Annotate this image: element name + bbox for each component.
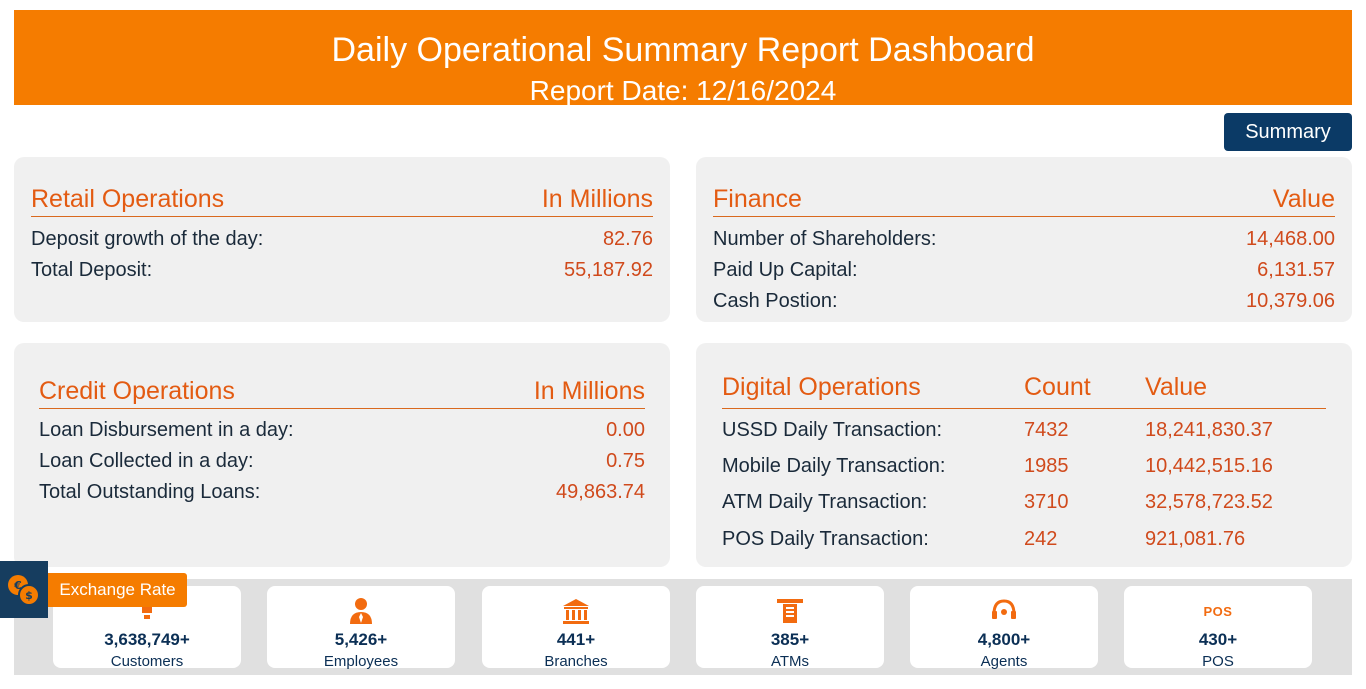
row-label: Paid Up Capital: [713, 259, 858, 281]
stat-number: 385+ [770, 630, 810, 649]
digital-row: Mobile Daily Transaction: 1985 10,442,51… [722, 453, 1326, 479]
finance-row: Paid Up Capital: 6,131.57 [713, 257, 1335, 283]
credit-row: Loan Disbursement in a day: 0.00 [39, 417, 645, 443]
credit-operations-card: Credit Operations In Millions Loan Disbu… [14, 343, 670, 567]
svg-text:$: $ [25, 589, 33, 602]
digital-row: POS Daily Transaction: 242 921,081.76 [722, 526, 1326, 552]
stat-employees: 5,426+ Employees [267, 586, 455, 670]
currency-exchange-icon: € $ [8, 575, 40, 606]
exchange-rate-toggle[interactable]: € $ [0, 561, 48, 618]
bank-building-icon [482, 597, 670, 625]
atm-icon [696, 597, 884, 625]
row-label: POS Daily Transaction: [722, 528, 929, 550]
row-label: Total Deposit: [31, 259, 153, 281]
stat-agents: 4,800+ Agents [910, 586, 1098, 670]
digital-operations-card: Digital Operations Count Value USSD Dail… [696, 343, 1352, 567]
row-value: 55,187.92 [564, 259, 653, 281]
finance-row: Number of Shareholders: 14,468.00 [713, 226, 1335, 252]
row-value: 18,241,830.37 [1145, 419, 1273, 441]
credit-row: Loan Collected in a day: 0.75 [39, 448, 645, 474]
row-label: Total Outstanding Loans: [39, 481, 261, 503]
svg-text:€: € [13, 579, 22, 592]
row-value: 0.75 [606, 450, 645, 472]
row-value: 10,379.06 [1246, 290, 1335, 312]
exchange-rate-button[interactable]: Exchange Rate [48, 573, 187, 607]
finance-title: Finance [713, 185, 802, 213]
retail-card-header: Retail Operations In Millions [31, 183, 653, 217]
digital-title: Digital Operations [722, 373, 921, 401]
credit-row: Total Outstanding Loans: 49,863.74 [39, 479, 645, 505]
retail-row: Deposit growth of the day: 82.76 [31, 226, 653, 252]
retail-row: Total Deposit: 55,187.92 [31, 257, 653, 283]
count-header: Count [1024, 373, 1091, 401]
row-label: Loan Disbursement in a day: [39, 419, 294, 441]
row-label: Cash Postion: [713, 290, 838, 312]
summary-button[interactable]: Summary [1224, 113, 1352, 151]
page-title: Daily Operational Summary Report Dashboa… [331, 31, 1035, 69]
row-value: 32,578,723.52 [1145, 491, 1273, 513]
row-label: Loan Collected in a day: [39, 450, 254, 472]
retail-title: Retail Operations [31, 185, 225, 213]
finance-card: Finance Value Number of Shareholders: 14… [696, 157, 1352, 322]
row-label: Mobile Daily Transaction: [722, 455, 946, 477]
retail-operations-card: Retail Operations In Millions Deposit gr… [14, 157, 670, 322]
finance-card-header: Finance Value [713, 183, 1335, 217]
employee-icon [267, 597, 455, 625]
stat-atms: 385+ ATMs [696, 586, 884, 670]
row-label: Deposit growth of the day: [31, 228, 264, 250]
stat-number: 5,426+ [334, 630, 388, 649]
stat-caption: Employees [323, 653, 399, 670]
row-value: 49,863.74 [556, 481, 645, 503]
value-header: Value [1145, 373, 1208, 401]
stat-caption: Agents [980, 653, 1028, 670]
row-count: 7432 [1024, 419, 1069, 441]
finance-unit: Value [1272, 185, 1335, 213]
credit-card-header: Credit Operations In Millions [39, 373, 645, 409]
stats-bar: 3,638,749+ Customers 5,426+ Employees [14, 579, 1352, 675]
row-value: 0.00 [606, 419, 645, 441]
stat-caption: Customers [110, 653, 184, 670]
stat-number: 430+ [1198, 630, 1238, 649]
row-value: 14,468.00 [1246, 228, 1335, 250]
headset-icon [910, 597, 1098, 625]
stat-caption: Branches [544, 653, 608, 670]
report-date: Report Date: 12/16/2024 [529, 75, 837, 106]
digital-row: USSD Daily Transaction: 7432 18,241,830.… [722, 417, 1326, 443]
row-value: 82.76 [602, 228, 653, 250]
stat-caption: POS [1202, 653, 1234, 670]
stat-number: 3,638,749+ [104, 630, 190, 649]
stat-branches: 441+ Branches [482, 586, 670, 670]
row-value: 6,131.57 [1257, 259, 1335, 281]
retail-unit: In Millions [541, 185, 653, 213]
row-count: 1985 [1024, 455, 1069, 477]
stat-pos: POS 430+ POS [1124, 586, 1312, 670]
row-count: 3710 [1024, 491, 1069, 513]
pos-icon: POS [1124, 597, 1312, 625]
row-value: 921,081.76 [1145, 528, 1246, 550]
row-label: USSD Daily Transaction: [722, 419, 943, 441]
row-label: Number of Shareholders: [713, 228, 937, 250]
credit-unit: In Millions [533, 377, 645, 405]
digital-card-header: Digital Operations Count Value [722, 373, 1326, 409]
row-count: 242 [1024, 528, 1058, 550]
report-header: Daily Operational Summary Report Dashboa… [14, 10, 1352, 106]
credit-title: Credit Operations [39, 377, 235, 405]
customers-icon [53, 597, 241, 625]
finance-row: Cash Postion: 10,379.06 [713, 288, 1335, 314]
row-value: 10,442,515.16 [1145, 455, 1273, 477]
stat-number: 441+ [556, 630, 596, 649]
row-label: ATM Daily Transaction: [722, 491, 928, 513]
stat-caption: ATMs [770, 653, 810, 670]
pos-icon-text: POS [1203, 603, 1233, 619]
stat-number: 4,800+ [977, 630, 1031, 649]
digital-row: ATM Daily Transaction: 3710 32,578,723.5… [722, 489, 1326, 515]
